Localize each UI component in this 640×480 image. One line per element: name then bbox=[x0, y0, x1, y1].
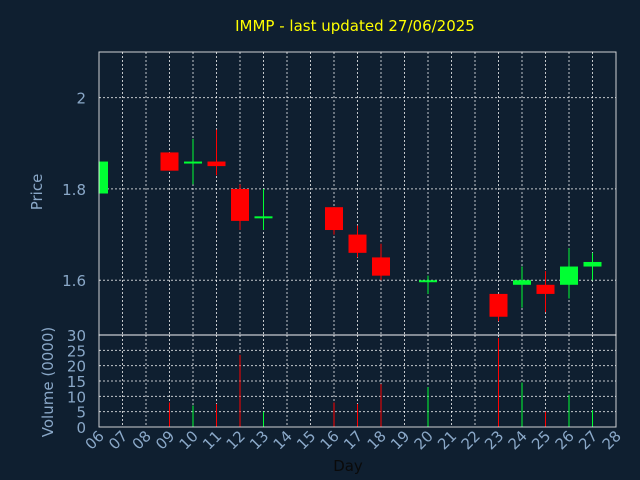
x-tick-label: 27 bbox=[575, 427, 601, 453]
price-tick-label: 1.8 bbox=[62, 181, 86, 199]
volume-tick-label: 10 bbox=[67, 388, 86, 406]
x-tick-label: 17 bbox=[340, 427, 366, 453]
candle-body bbox=[419, 280, 437, 283]
x-tick-label: 18 bbox=[364, 427, 390, 453]
x-tick-label: 22 bbox=[458, 427, 484, 453]
x-tick-label: 07 bbox=[105, 427, 131, 453]
x-tick-label: 23 bbox=[481, 427, 507, 453]
volume-tick-label: 5 bbox=[76, 404, 86, 422]
candle-body bbox=[254, 216, 273, 219]
x-tick-label: 11 bbox=[199, 427, 225, 453]
price-tick-label: 2 bbox=[76, 90, 86, 108]
candle-body bbox=[160, 152, 179, 171]
x-tick-label: 28 bbox=[599, 427, 625, 453]
candle-body bbox=[489, 293, 508, 317]
x-tick-label: 15 bbox=[293, 427, 319, 453]
volume-tick-label: 30 bbox=[67, 327, 86, 345]
candle-body bbox=[207, 161, 226, 167]
volume-tick-label: 0 bbox=[76, 419, 86, 437]
price-axis-label: Price bbox=[28, 174, 46, 211]
x-tick-label: 13 bbox=[246, 427, 272, 453]
volume-panel-frame bbox=[98, 334, 617, 428]
x-tick-label: 25 bbox=[528, 427, 554, 453]
candle-body bbox=[583, 261, 602, 267]
candle-body bbox=[325, 207, 343, 231]
candle-body bbox=[372, 257, 390, 276]
x-tick-label: 10 bbox=[176, 427, 202, 453]
price-tick-label: 1.6 bbox=[62, 272, 86, 290]
volume-axis-label: Volume (0000) bbox=[39, 327, 57, 437]
x-tick-label: 08 bbox=[129, 427, 155, 453]
x-axis-label: Day bbox=[333, 457, 363, 475]
candles bbox=[98, 129, 602, 322]
candle-body bbox=[348, 234, 367, 253]
volume-tick-label: 25 bbox=[67, 342, 86, 360]
volume-tick-label: 20 bbox=[67, 358, 86, 376]
volume-bars bbox=[169, 338, 593, 427]
candle-body bbox=[536, 284, 555, 294]
candle-body bbox=[231, 188, 249, 221]
price-y-ticks: 2 1.8 1.6 bbox=[62, 90, 86, 291]
x-tick-label: 20 bbox=[411, 427, 437, 453]
candle-body bbox=[99, 161, 108, 194]
x-tick-label: 16 bbox=[317, 427, 343, 453]
volume-tick-label: 15 bbox=[67, 373, 86, 391]
x-tick-label: 21 bbox=[434, 427, 460, 453]
x-tick-label: 14 bbox=[270, 427, 296, 453]
candle-body bbox=[560, 266, 578, 285]
x-ticks: 0607080910111213141516171819202122232425… bbox=[82, 427, 625, 453]
chart-title: IMMP - last updated 27/06/2025 bbox=[235, 17, 475, 35]
candle-body bbox=[513, 280, 531, 285]
x-tick-label: 26 bbox=[552, 427, 578, 453]
x-tick-label: 24 bbox=[505, 427, 531, 453]
x-tick-label: 09 bbox=[152, 427, 178, 453]
x-tick-label: 12 bbox=[223, 427, 249, 453]
x-tick-label: 19 bbox=[387, 427, 413, 453]
candle-body bbox=[184, 161, 202, 164]
